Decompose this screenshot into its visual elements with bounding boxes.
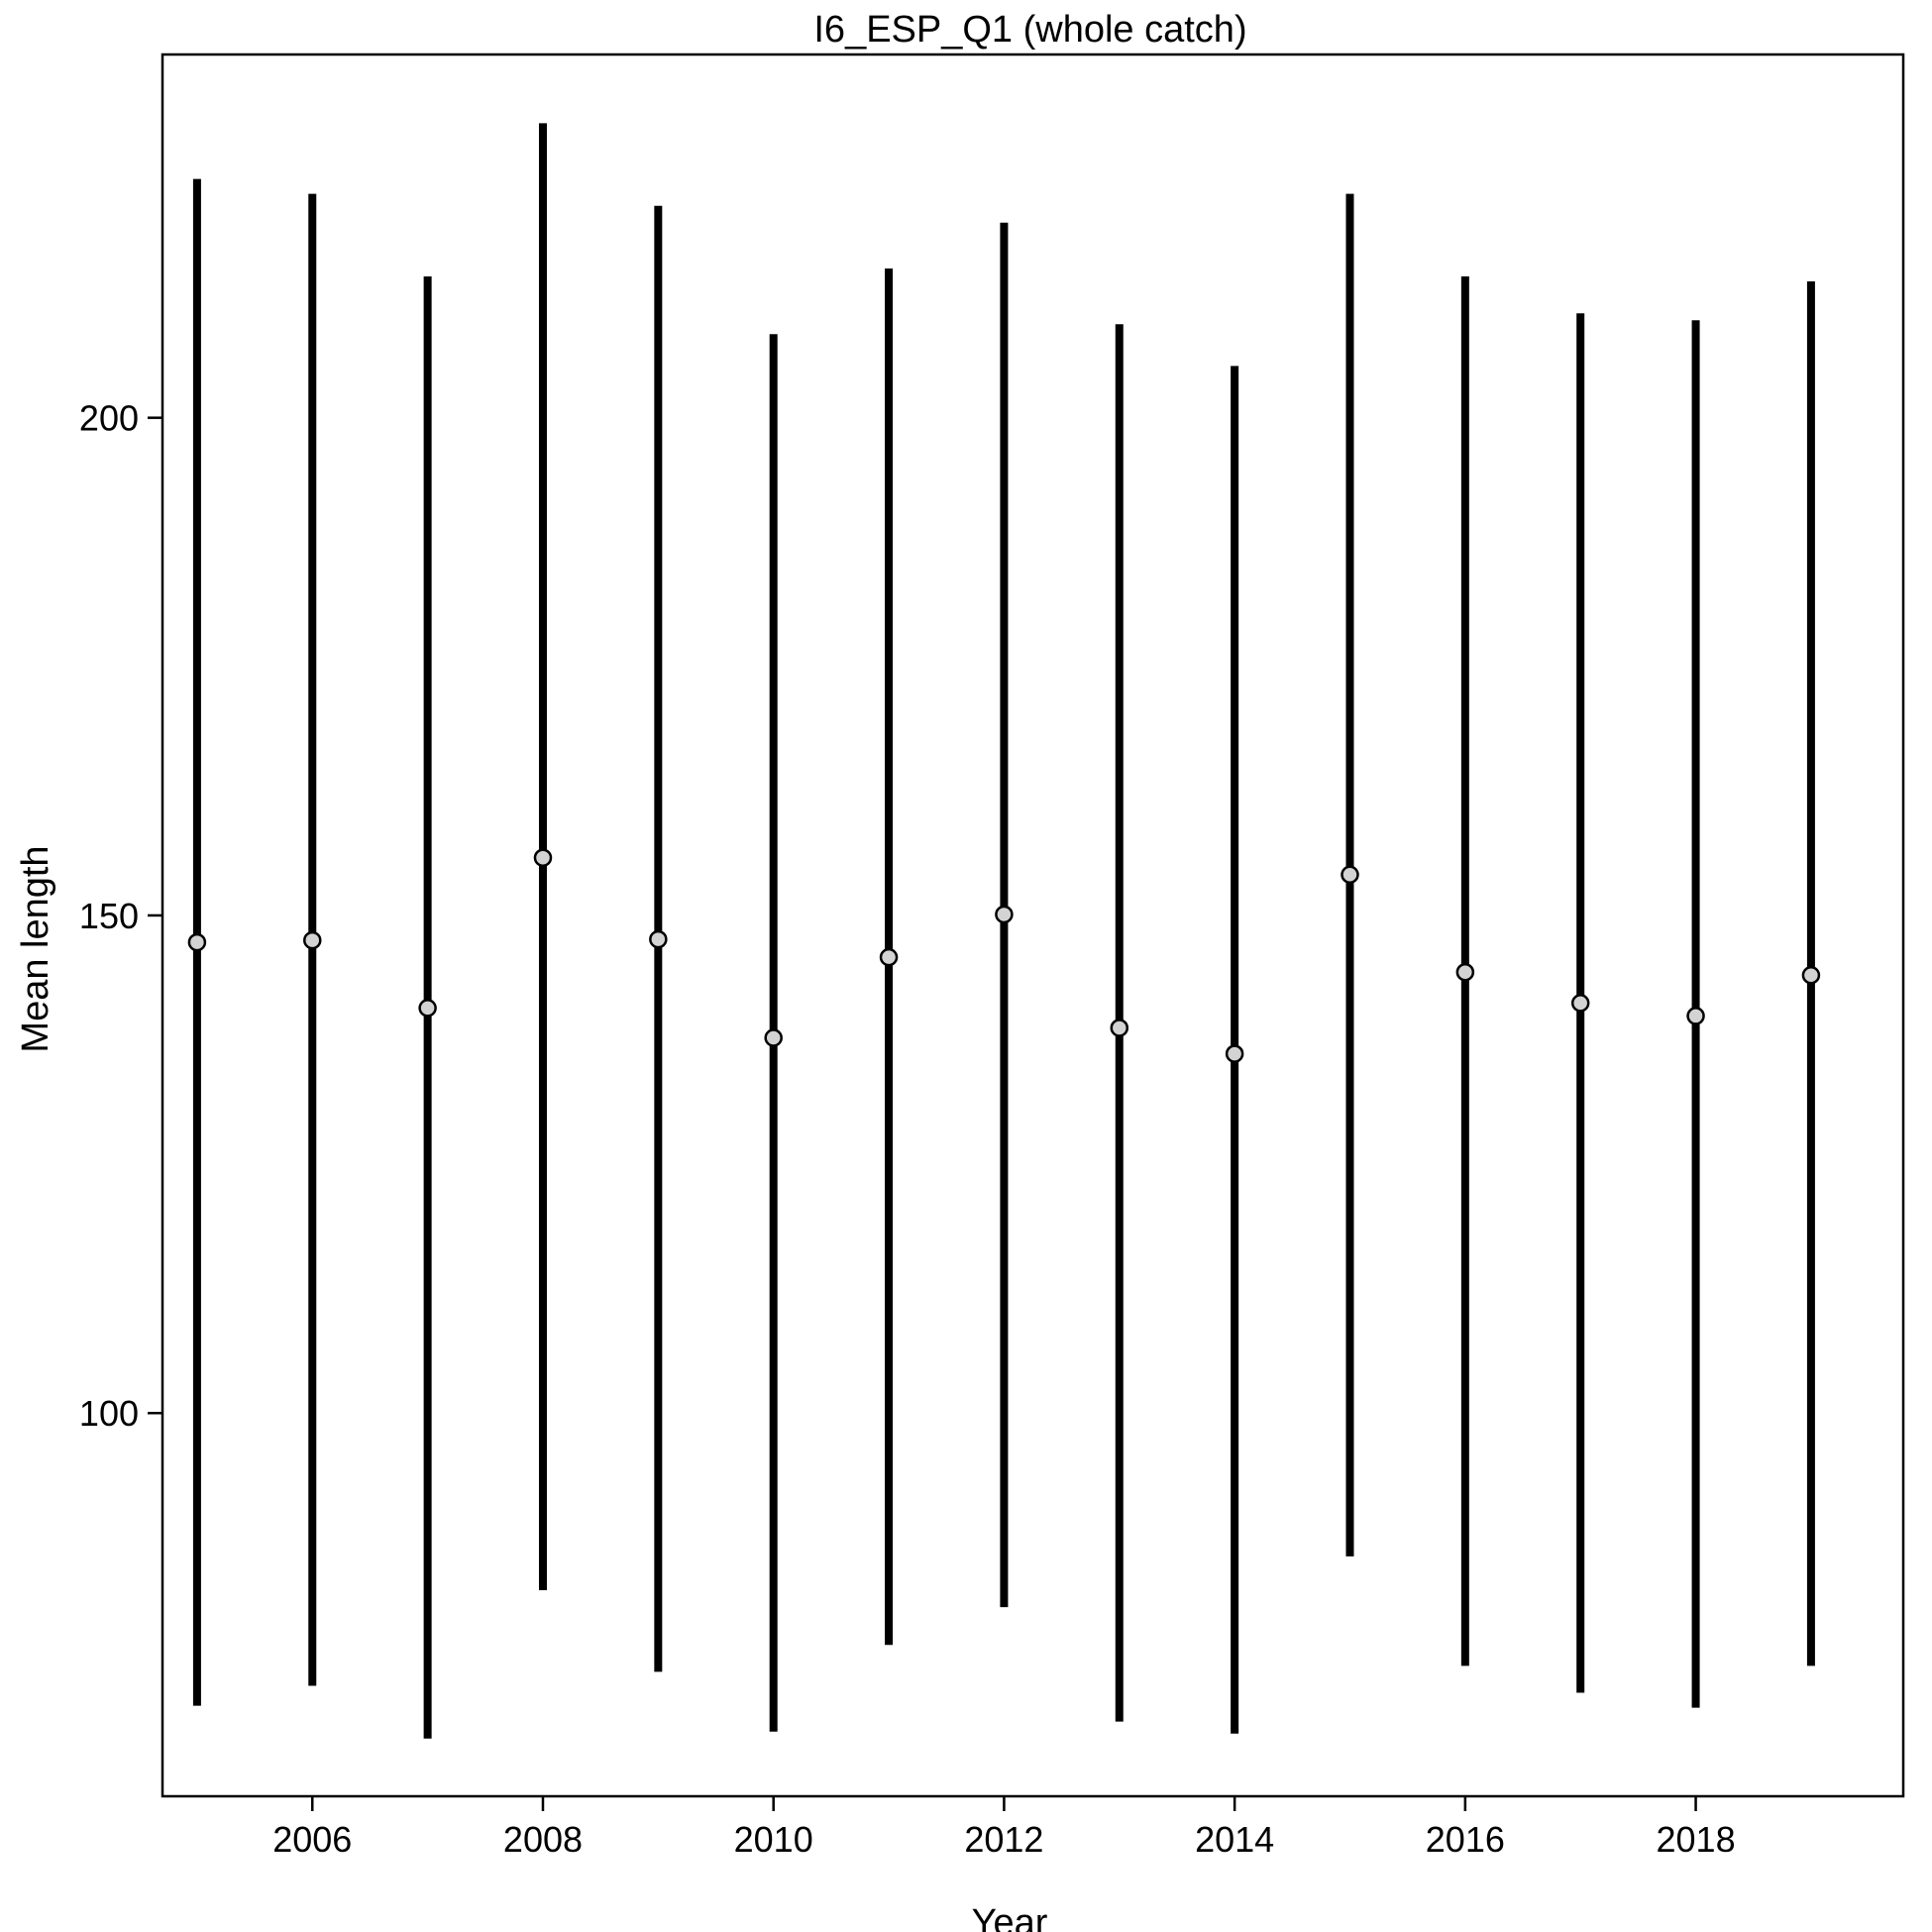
mean-point bbox=[418, 999, 437, 1018]
y-tick-label: 150 bbox=[79, 896, 139, 936]
mean-point bbox=[1225, 1044, 1244, 1063]
x-axis-label: Year bbox=[972, 1902, 1048, 1932]
plot-frame bbox=[161, 53, 1905, 1798]
x-tick-label: 2016 bbox=[1426, 1819, 1505, 1860]
x-tick-label: 2010 bbox=[734, 1819, 813, 1860]
mean-point bbox=[1570, 994, 1590, 1013]
mean-point bbox=[1455, 962, 1475, 982]
chart-title: I6_ESP_Q1 (whole catch) bbox=[813, 9, 1246, 51]
y-tick-label: 200 bbox=[79, 398, 139, 439]
x-tick-label: 2012 bbox=[964, 1819, 1043, 1860]
mean-point bbox=[1686, 1007, 1705, 1025]
x-tick-label: 2018 bbox=[1657, 1819, 1736, 1860]
mean-point bbox=[1801, 965, 1821, 985]
mean-point bbox=[187, 932, 207, 952]
x-tick-label: 2014 bbox=[1195, 1819, 1274, 1860]
mean-point bbox=[303, 930, 322, 950]
x-tick-label: 2006 bbox=[272, 1819, 352, 1860]
mean-point bbox=[995, 905, 1014, 924]
mean-point bbox=[879, 947, 899, 967]
mean-point bbox=[764, 1028, 783, 1047]
mean-point bbox=[649, 929, 668, 949]
mean-point bbox=[1341, 865, 1359, 885]
y-tick-label: 100 bbox=[79, 1393, 139, 1434]
mean-point bbox=[1110, 1019, 1129, 1037]
x-axis: 2006 2008 2010 2012 2014 2016 2018 bbox=[272, 1796, 1736, 1860]
y-axis: 100 150 200 bbox=[79, 398, 162, 1434]
mean-point bbox=[533, 848, 553, 867]
y-axis-label: Mean length bbox=[15, 845, 56, 1052]
x-tick-label: 2008 bbox=[503, 1819, 583, 1860]
marks bbox=[187, 123, 1821, 1739]
